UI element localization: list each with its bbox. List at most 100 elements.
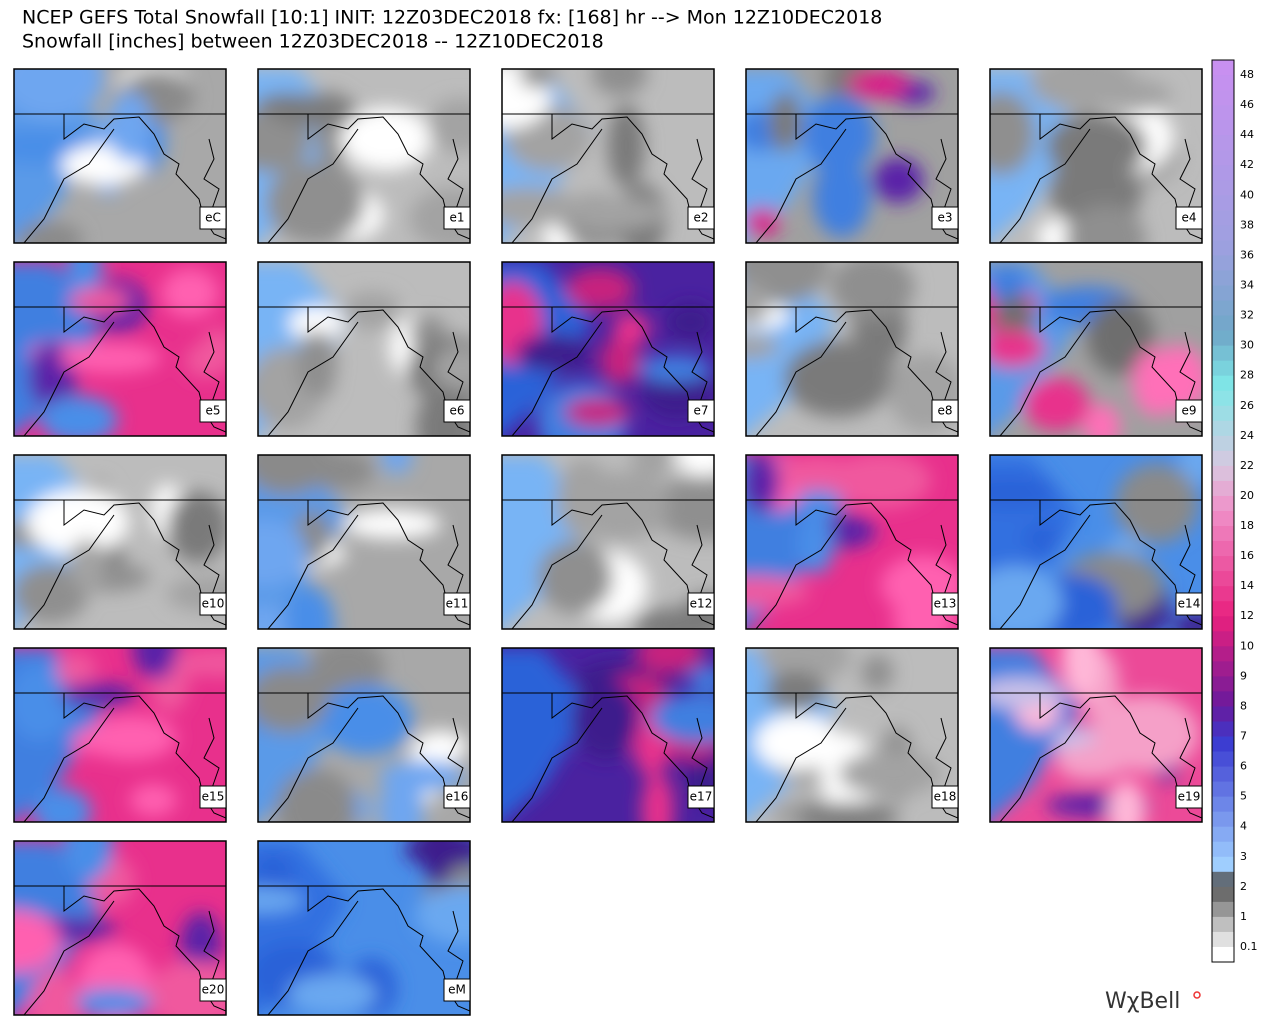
snow-blob xyxy=(754,714,840,771)
colorbar-label: 18 xyxy=(1240,519,1254,532)
colorbar-swatch xyxy=(1212,811,1234,828)
colorbar-swatch xyxy=(1212,90,1234,106)
state-border xyxy=(999,321,1091,436)
state-border xyxy=(755,514,847,629)
snow-blob xyxy=(746,576,810,608)
colorbar-swatch xyxy=(1212,405,1234,422)
snow-blob xyxy=(167,491,226,563)
snow-blob xyxy=(62,841,114,883)
colorbar-label: 9 xyxy=(1240,669,1247,682)
panel-content xyxy=(990,69,1202,243)
panel-frame xyxy=(745,647,959,823)
snow-blob xyxy=(17,221,83,243)
snow-blob xyxy=(838,751,942,797)
map-panel: e6 xyxy=(257,261,471,437)
snow-blob xyxy=(830,262,915,321)
state-border xyxy=(511,321,603,436)
map-panel: e18 xyxy=(745,647,959,823)
panel-content xyxy=(14,648,226,822)
panel-content xyxy=(502,455,714,629)
colorbar-swatch xyxy=(1212,330,1234,347)
state-border xyxy=(23,707,115,822)
state-border xyxy=(999,514,1091,629)
blur-layer xyxy=(14,648,226,822)
colorbar-swatch xyxy=(1212,826,1234,843)
map-panel: e19 xyxy=(989,647,1203,823)
panel-label: e6 xyxy=(449,404,464,418)
panel-content xyxy=(14,69,226,243)
label-box xyxy=(931,206,959,230)
map-panel: e8 xyxy=(745,261,959,437)
panel-frame xyxy=(745,68,959,244)
panel-label: e13 xyxy=(934,597,957,611)
snow-blob xyxy=(802,95,876,174)
snow-band xyxy=(502,648,592,822)
label-box xyxy=(931,785,959,809)
map-panel: e13 xyxy=(745,454,959,630)
colorbar-frame xyxy=(1211,59,1235,963)
state-border xyxy=(267,707,359,822)
snow-blob xyxy=(636,648,704,674)
snow-blob xyxy=(1065,204,1146,243)
colorbar-label: 40 xyxy=(1240,188,1254,201)
snow-blob xyxy=(1024,523,1061,555)
snow-blob xyxy=(132,648,180,680)
snow-blob xyxy=(29,969,79,1015)
colorbar-swatch xyxy=(1212,450,1234,467)
colorbar-swatch xyxy=(1212,841,1234,858)
snow-blob xyxy=(39,396,118,436)
panel-content xyxy=(502,69,714,243)
snow-blob xyxy=(108,91,152,162)
state-border xyxy=(23,321,115,436)
map-panel: eC xyxy=(13,68,227,244)
panel-content xyxy=(14,455,226,629)
snow-blob xyxy=(612,312,650,346)
colorbar-swatch xyxy=(1212,886,1234,903)
map-panel: e4 xyxy=(989,68,1203,244)
map-panel: eM xyxy=(257,840,471,1016)
blur-layer xyxy=(990,262,1202,436)
colorbar-label: 12 xyxy=(1240,609,1254,622)
snow-blob xyxy=(688,666,714,692)
snow-blob xyxy=(185,344,222,378)
map-panel: e9 xyxy=(989,261,1203,437)
state-border xyxy=(23,128,115,243)
colorbar-swatch xyxy=(1212,150,1234,166)
colorbar-label: 32 xyxy=(1240,309,1254,322)
colorbar-swatch xyxy=(1212,345,1234,362)
snow-blob xyxy=(591,69,648,96)
snow-blob xyxy=(600,336,640,385)
colorbar-swatch xyxy=(1212,871,1234,888)
snow-blob xyxy=(69,287,131,314)
snow-blob xyxy=(32,788,92,822)
state-border xyxy=(267,900,359,1015)
colorbar-swatch xyxy=(1212,571,1234,587)
colorbar-swatch xyxy=(1212,766,1234,783)
panel-label: e3 xyxy=(937,211,952,225)
snow-blob xyxy=(26,489,130,555)
panel-frame xyxy=(989,68,1203,244)
snow-blob xyxy=(641,773,674,822)
colorbar-swatch xyxy=(1212,255,1234,271)
panel-content xyxy=(990,648,1202,822)
snow-blob xyxy=(537,541,613,614)
snow-blob xyxy=(1046,112,1147,180)
state-border xyxy=(267,128,359,243)
snow-blob xyxy=(304,616,336,629)
colorbar-swatch xyxy=(1212,736,1234,753)
snow-blob xyxy=(56,652,96,687)
panel-frame xyxy=(989,647,1203,823)
snow-blob xyxy=(813,157,871,238)
colorbar-label: 48 xyxy=(1240,68,1254,81)
colorbar-swatch xyxy=(1212,105,1234,121)
snow-blob xyxy=(343,509,441,539)
colorbar-swatch xyxy=(1212,781,1234,798)
panel-frame xyxy=(13,647,227,823)
blur-layer xyxy=(258,69,470,243)
snow-blob xyxy=(571,679,640,760)
panel-label: e4 xyxy=(1181,211,1196,225)
snow-blob xyxy=(415,885,470,945)
colorbar-swatch xyxy=(1212,661,1234,677)
colorbar-swatch xyxy=(1212,721,1234,737)
